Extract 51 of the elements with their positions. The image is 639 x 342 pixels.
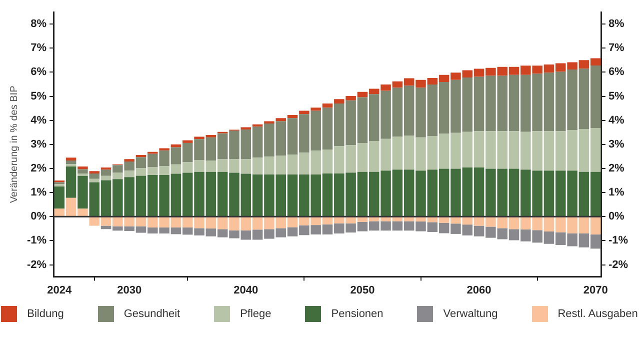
bar [66,160,76,164]
bar [252,124,263,127]
y-tick-label: 7% [30,42,47,54]
y2-tick-label: 6% [608,66,625,78]
x-tick-label: 2060 [466,284,492,296]
y2-tick-label: -1% [608,234,628,247]
y-tick-label: 6% [30,66,47,78]
y2-tick-label: 3% [608,138,625,150]
bar [182,140,193,143]
bar [66,158,76,161]
y-tick-label: 4% [30,114,47,126]
y2-tick-label: 4% [608,114,625,126]
legend-label: Bildung [27,308,64,320]
bar [78,166,88,170]
bar [54,184,65,187]
bar [322,103,333,108]
y-tick-label: -1% [27,234,47,247]
legend-label: Verwaltung [443,308,498,320]
y2-tick-label: 8% [608,18,625,30]
x-tick-label: 2070 [583,284,608,296]
x-tick-label: 2050 [350,284,375,296]
y-axis-title: Veränderung in % des BIP [8,85,20,204]
y-tick-label: 8% [30,18,47,30]
bar [276,118,286,122]
x-tick-label: 2040 [234,284,258,296]
y2-tick-label: -2% [608,258,628,271]
bar [287,115,298,118]
x-tick-label: 2030 [117,284,142,296]
y2-tick-label: 7% [608,42,625,54]
y2-tick-label: 0% [608,210,625,223]
y-tick-label: 5% [30,90,47,102]
y2-tick-label: 1% [608,186,625,199]
bar [89,171,100,174]
y-tick-label: 0% [30,210,47,223]
bar [310,108,321,111]
bar [136,154,146,158]
y-tick-label: -2% [27,258,47,271]
x-tick-label: 2024 [47,284,72,296]
y-tick-label: 2% [30,162,47,175]
y2-tick-label: 2% [608,162,625,175]
y-tick-label: 1% [30,186,47,199]
legend-label: Gesundheit [124,308,180,320]
bar [66,164,76,167]
bar [299,110,310,114]
legend-label: Pensionen [331,308,384,320]
bar [170,144,182,148]
legend-label: Restl. Ausgaben [558,308,638,320]
y2-tick-label: 5% [608,90,625,102]
legend-label: Pflege [240,308,272,320]
bar [78,169,88,174]
y-tick-label: 3% [30,138,47,150]
